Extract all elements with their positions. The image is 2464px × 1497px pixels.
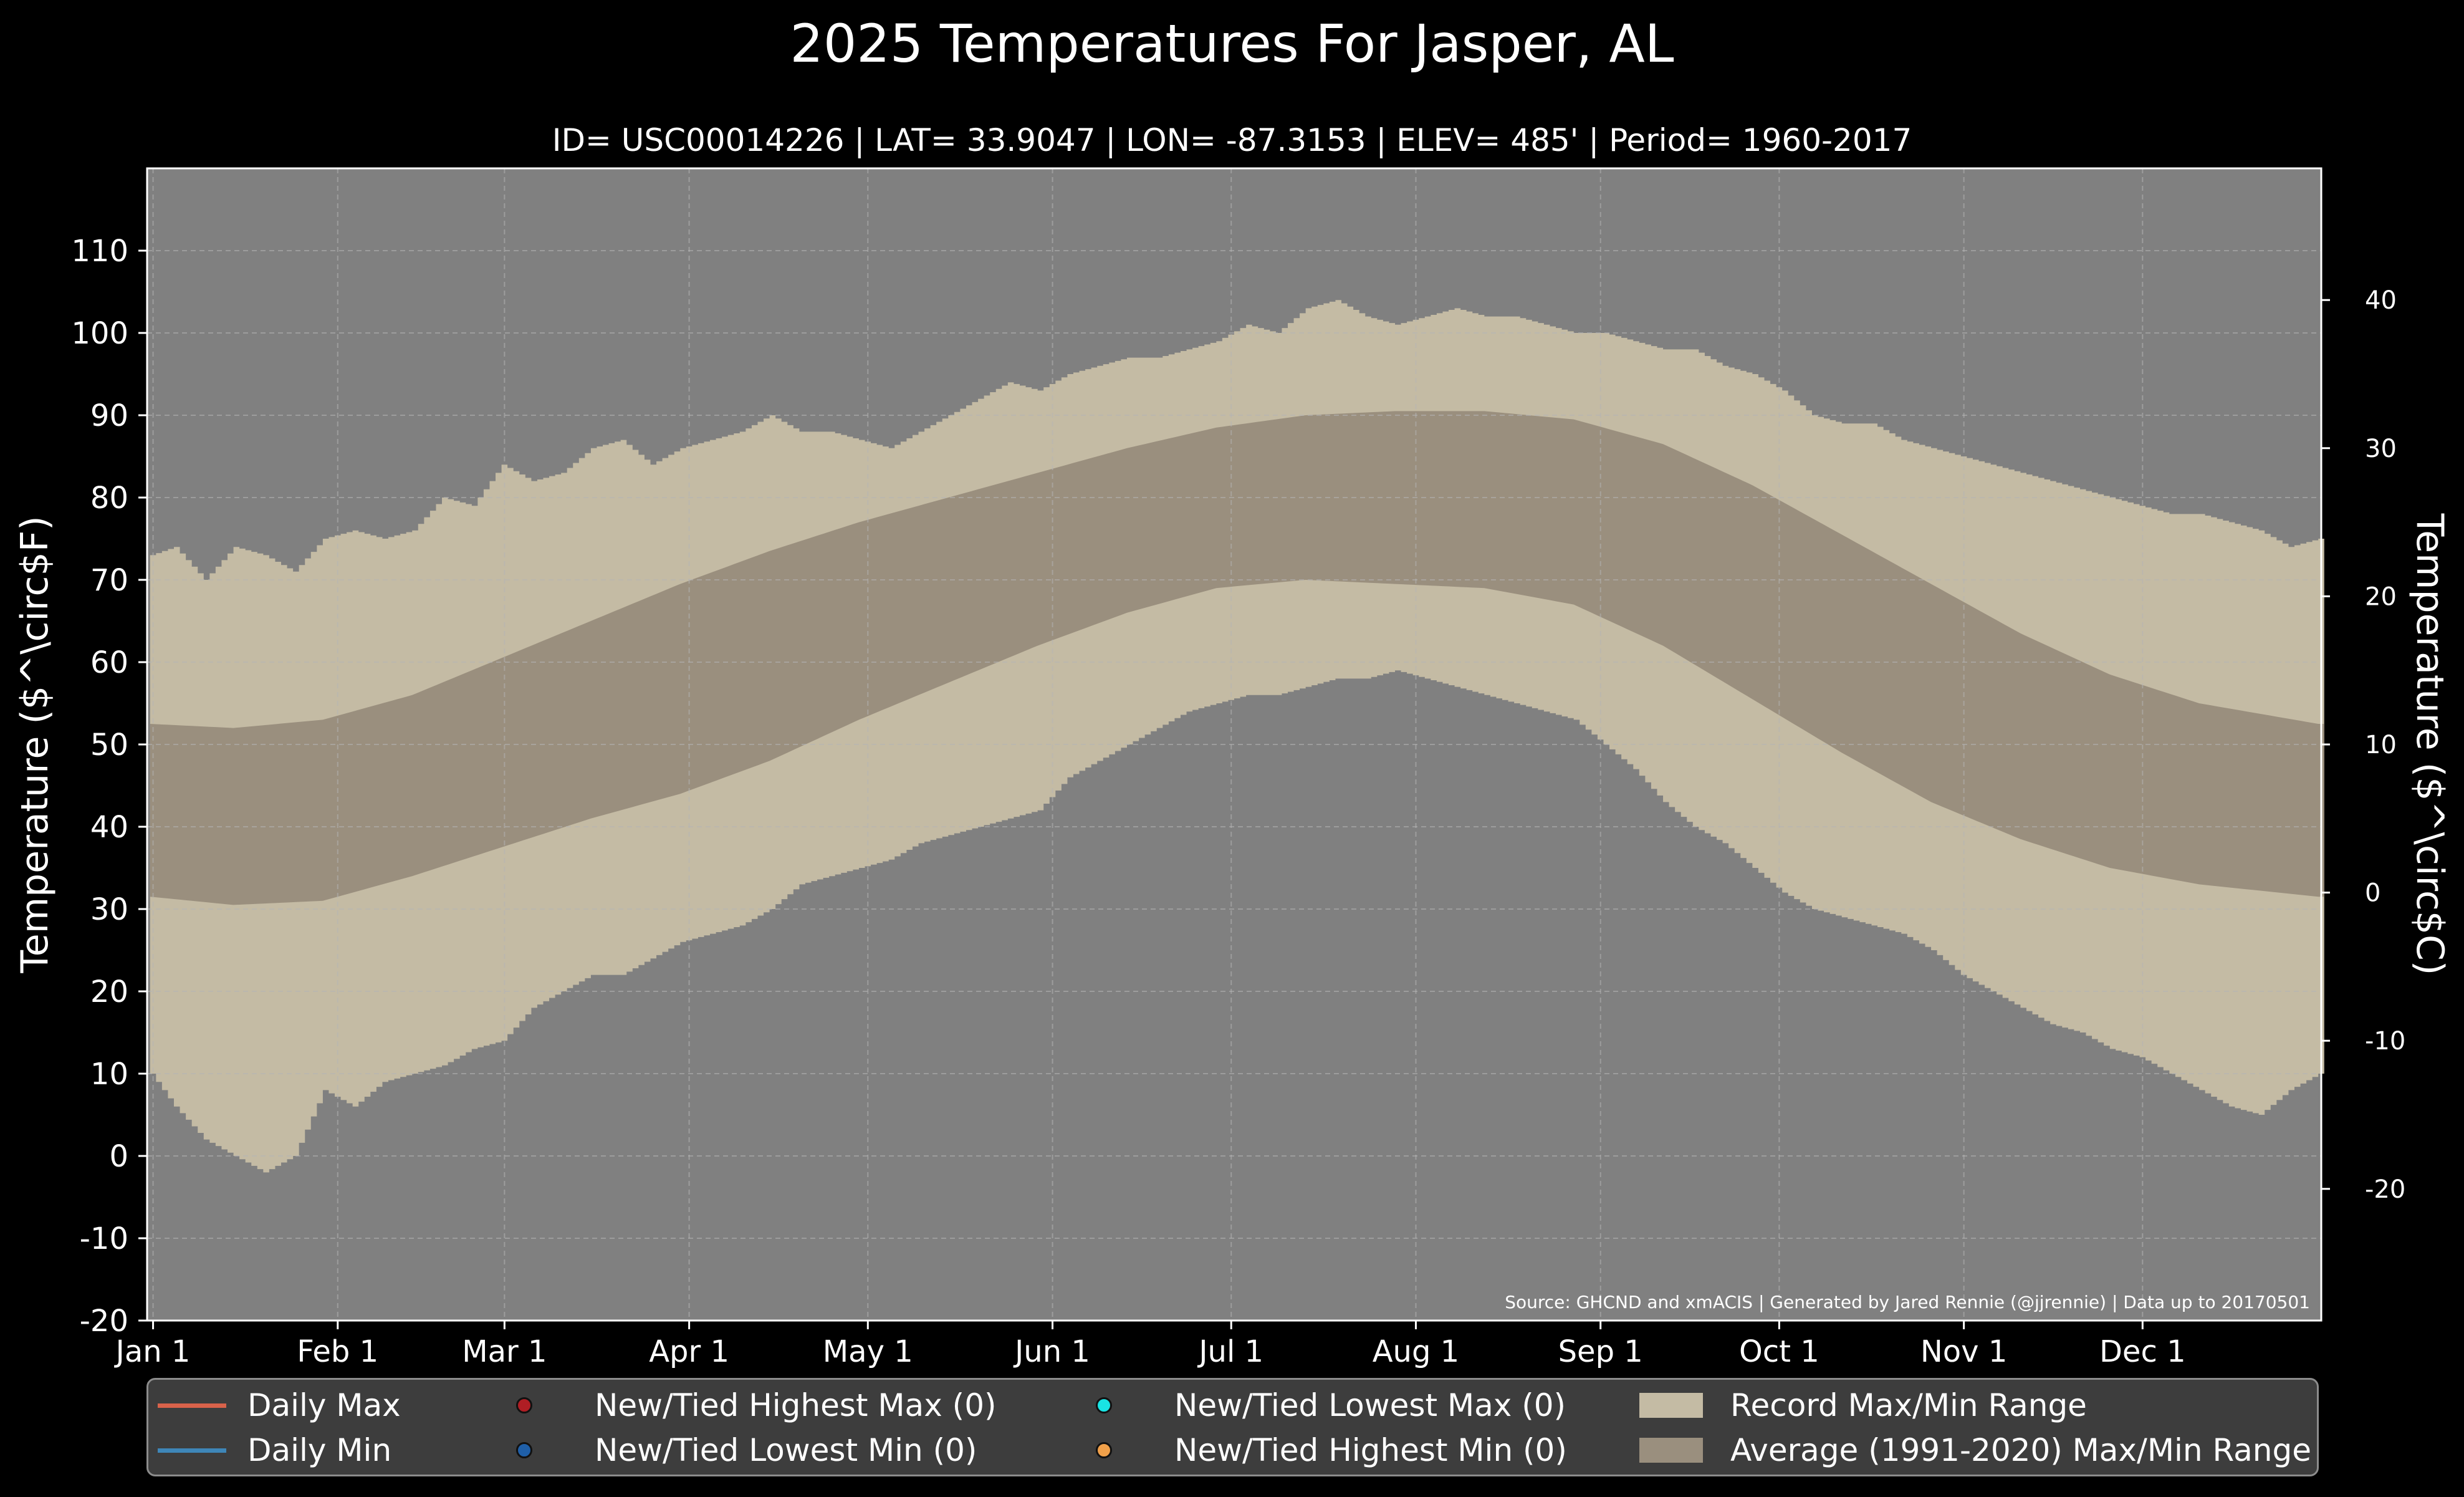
- legend-record-range: Record Max/Min Range: [1639, 1384, 2087, 1427]
- chart-subtitle: ID= USC00014226 | LAT= 33.9047 | LON= -8…: [552, 122, 1912, 158]
- y-tick-label: -20: [80, 1304, 128, 1339]
- y2-tick-label: 40: [2365, 286, 2397, 315]
- source-annotation: Source: GHCND and xmACIS | Generated by …: [1505, 1292, 2310, 1312]
- y2-tick-label: 10: [2365, 731, 2397, 759]
- new-lowest-max-dot-icon: [1096, 1397, 1112, 1413]
- legend-daily-min-label: Daily Min: [247, 1432, 392, 1468]
- plot-area: [147, 168, 2324, 1321]
- y-tick-label: 30: [90, 892, 128, 927]
- legend-new-lowest-min: New/Tied Lowest Min (0): [466, 1428, 977, 1472]
- y2-axis-label: Temperature ($^\circ$C): [2408, 513, 2452, 976]
- legend-new-lowest-min-label: New/Tied Lowest Min (0): [595, 1432, 977, 1468]
- x-tick-label: May 1: [823, 1334, 913, 1369]
- y2-tick-label: -10: [2365, 1027, 2405, 1056]
- y2-tick-label: -20: [2365, 1175, 2405, 1204]
- y-tick-label: 110: [71, 234, 128, 269]
- y-tick-label: 20: [90, 975, 128, 1009]
- x-tick-label: Nov 1: [1920, 1334, 2007, 1369]
- y-tick-label: 60: [90, 645, 128, 680]
- x-tick-label: Mar 1: [462, 1334, 547, 1369]
- x-tick-label: Aug 1: [1373, 1334, 1460, 1369]
- legend-record-range-label: Record Max/Min Range: [1730, 1387, 2087, 1423]
- y-tick-label: 40: [90, 810, 128, 845]
- legend-new-highest-max-label: New/Tied Highest Max (0): [595, 1387, 997, 1423]
- record-range-swatch: [1639, 1393, 1703, 1418]
- legend-average-range-label: Average (1991-2020) Max/Min Range: [1730, 1432, 2311, 1468]
- x-tick-label: Jul 1: [1197, 1334, 1263, 1369]
- legend-average-range: Average (1991-2020) Max/Min Range: [1639, 1428, 2311, 1472]
- x-tick-label: Jun 1: [1013, 1334, 1090, 1369]
- new-lowest-min-dot-icon: [516, 1442, 532, 1458]
- y-tick-label: 0: [109, 1139, 128, 1174]
- new-highest-max-dot-icon: [516, 1397, 532, 1413]
- legend-daily-max: Daily Max: [158, 1384, 401, 1427]
- x-tick-label: Feb 1: [297, 1334, 378, 1369]
- legend: Daily Max Daily Min New/Tied Highest Max…: [146, 1378, 2319, 1476]
- y-tick-label: 70: [90, 563, 128, 598]
- legend-new-highest-min: New/Tied Highest Min (0): [1046, 1428, 1567, 1472]
- x-tick-label: Sep 1: [1558, 1334, 1643, 1369]
- daily-min-swatch: [158, 1448, 226, 1453]
- legend-daily-max-label: Daily Max: [247, 1387, 401, 1423]
- legend-new-lowest-max: New/Tied Lowest Max (0): [1046, 1384, 1566, 1427]
- x-tick-label: Jan 1: [114, 1334, 191, 1369]
- legend-new-lowest-max-label: New/Tied Lowest Max (0): [1174, 1387, 1566, 1423]
- y-axis-label: Temperature ($^\circ$F): [13, 516, 57, 973]
- new-highest-min-dot-icon: [1096, 1442, 1112, 1458]
- axes: -20 -10 0 10 20 30 40 50 60 70 80 90 100 110 -20 -10 0 10…: [13, 167, 2452, 1369]
- legend-new-highest-max: New/Tied Highest Max (0): [466, 1384, 997, 1427]
- y-tick-label: 100: [71, 316, 128, 351]
- legend-new-highest-min-label: New/Tied Highest Min (0): [1174, 1432, 1567, 1468]
- x-tick-label: Apr 1: [649, 1334, 729, 1369]
- y-tick-label: 50: [90, 728, 128, 763]
- y-tick-label: 10: [90, 1057, 128, 1092]
- y2-tick-label: 20: [2365, 582, 2397, 611]
- average-range-area: [150, 411, 2324, 905]
- legend-daily-min: Daily Min: [158, 1428, 391, 1472]
- daily-max-swatch: [158, 1403, 226, 1408]
- y2-tick-label: 30: [2365, 435, 2397, 463]
- y-tick-label: 90: [90, 398, 128, 433]
- y2-tick-label: 0: [2365, 879, 2380, 908]
- x-tick-label: Oct 1: [1739, 1334, 1819, 1369]
- x-tick-label: Dec 1: [2099, 1334, 2186, 1369]
- y-tick-label: -10: [80, 1221, 128, 1256]
- chart-title: 2025 Temperatures For Jasper, AL: [790, 13, 1674, 74]
- average-range-swatch: [1639, 1438, 1703, 1463]
- y-tick-label: 80: [90, 481, 128, 516]
